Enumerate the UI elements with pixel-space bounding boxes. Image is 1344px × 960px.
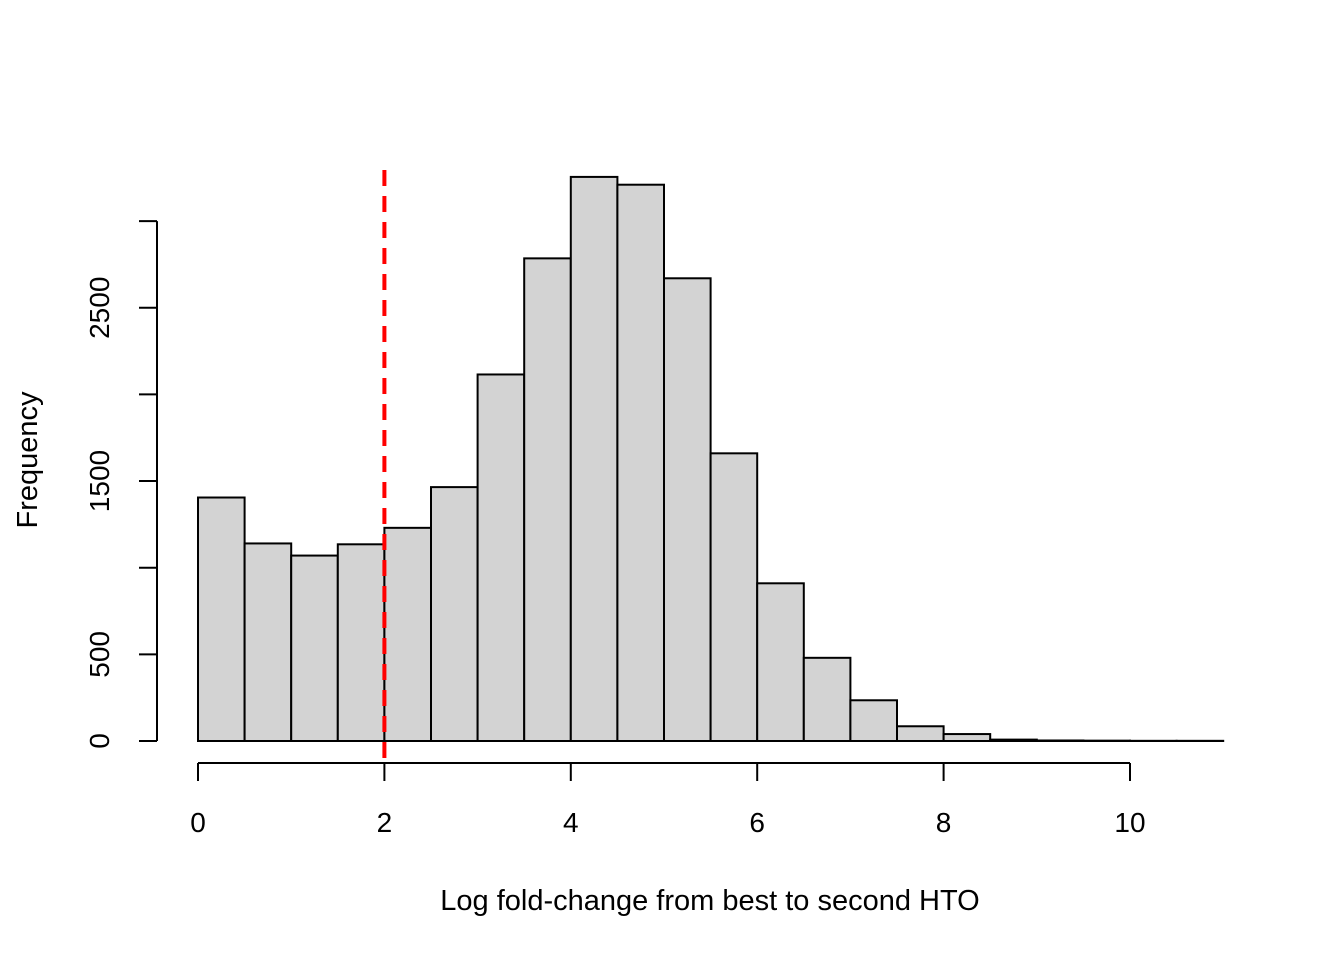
- histogram-bar: [523, 257, 572, 742]
- y-tick-label: 2500: [84, 277, 115, 339]
- histogram-bar: [663, 277, 712, 742]
- histogram-bar: [896, 725, 945, 742]
- y-tick-label: 500: [84, 631, 115, 678]
- histogram-bar: [243, 542, 293, 742]
- histogram-bar: [383, 526, 432, 742]
- x-axis: 0 2 4 6 8 10: [190, 762, 1146, 838]
- histogram-bar: [1035, 739, 1085, 743]
- x-axis-title: Log fold-change from best to second HTO: [440, 885, 980, 917]
- y-tick-label: 0: [84, 733, 115, 749]
- x-tick-label: 0: [190, 807, 206, 838]
- histogram-bar: [616, 183, 666, 743]
- histogram-bar: [290, 554, 339, 742]
- histogram-bar: [430, 486, 479, 743]
- y-axis-title: Frequency: [12, 391, 44, 529]
- x-tick-label: 8: [936, 807, 952, 838]
- histogram-bar: [569, 175, 619, 742]
- histogram-bar: [849, 699, 899, 742]
- x-tick-label: 6: [749, 807, 765, 838]
- y-tick-label: 1500: [84, 450, 115, 512]
- histogram-bar: [197, 496, 246, 742]
- histogram-bar: [989, 738, 1038, 742]
- histogram-bar: [802, 656, 852, 742]
- x-tick-label: 2: [377, 807, 393, 838]
- histogram-bar: [476, 373, 526, 742]
- histogram-bar: [756, 582, 805, 742]
- histogram-bar: [942, 733, 992, 742]
- histogram-bar: [336, 543, 386, 742]
- y-axis: 0 500 1500 2500: [84, 220, 158, 749]
- x-tick-label: 10: [1114, 807, 1145, 838]
- bars-group: [197, 175, 1225, 743]
- x-tick-label: 4: [563, 807, 579, 838]
- histogram-bar: [709, 452, 759, 742]
